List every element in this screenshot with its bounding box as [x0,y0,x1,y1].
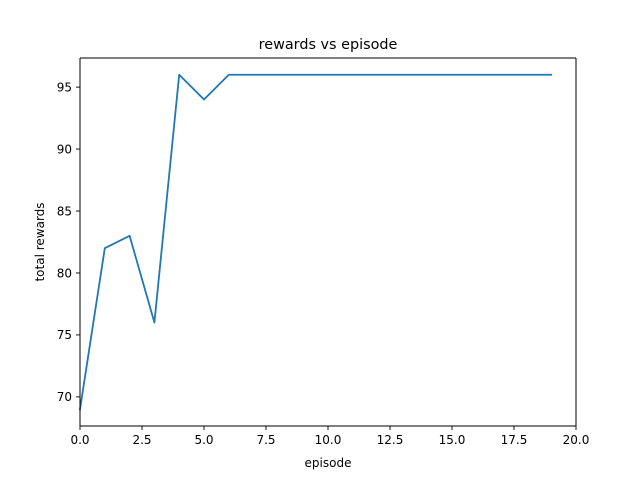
x-tick-label: 15.0 [439,433,466,447]
x-tick-label: 10.0 [315,433,342,447]
x-tick-label: 12.5 [377,433,404,447]
x-tick-label: 20.0 [563,433,590,447]
chart-title: rewards vs episode [259,37,398,53]
y-tick-label: 95 [57,80,72,94]
x-axis-label: episode [305,456,352,470]
x-tick-label: 7.5 [256,433,275,447]
y-tick-label: 75 [57,328,72,342]
y-tick-label: 90 [57,142,72,156]
axes-spines [79,57,577,427]
y-tick-label: 70 [57,390,72,404]
series-line [78,73,553,411]
series-layer [78,73,553,411]
plot-area [80,58,576,426]
y-tick-label: 85 [57,204,72,218]
x-tick-label: 17.5 [501,433,528,447]
x-tick-label: 5.0 [194,433,213,447]
y-tick-label: 80 [57,266,72,280]
x-tick-label: 2.5 [132,433,151,447]
x-tick-label: 0.0 [70,433,89,447]
x-axis-ticks: 0.0 2.5 5.0 7.5 10.0 12.5 15.0 17.5 20.0 [70,426,589,447]
y-axis-ticks: 70 75 80 85 90 95 [57,80,80,404]
y-axis-label: total rewards [33,202,47,281]
